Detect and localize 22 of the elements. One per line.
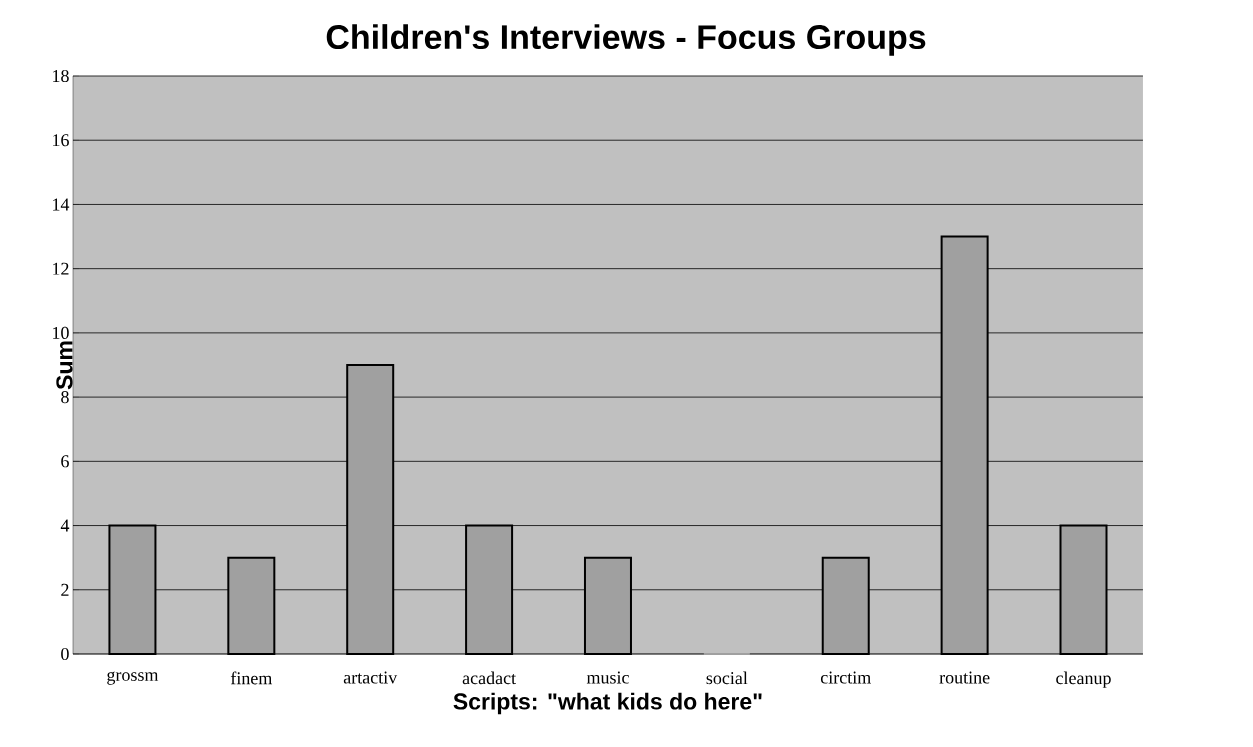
x-tick-label: social: [706, 671, 748, 685]
y-tick-label: 8: [61, 391, 69, 404]
x-tick-label: routine: [939, 671, 990, 684]
y-tick-label: 18: [53, 69, 69, 83]
x-axis-title: Scripts: "what kids do here": [453, 692, 762, 715]
x-tick-label: circtim: [820, 671, 871, 684]
y-tick-label: 16: [53, 134, 69, 147]
y-tick-label: 14: [53, 198, 70, 211]
x-tick-label: artactiv: [343, 671, 398, 684]
y-tick-label: 10: [53, 326, 69, 339]
chart-title: Children's Interviews - Focus Groups: [326, 24, 926, 56]
y-tick-label: 6: [61, 455, 69, 468]
x-tick-label: music: [586, 671, 629, 684]
y-tick-label: 2: [61, 583, 69, 596]
x-tick-label: grossm: [107, 671, 159, 685]
x-tick-label: finem: [230, 671, 273, 685]
x-tick-label: acadact: [462, 671, 516, 685]
y-tick-label: 0: [61, 647, 69, 661]
y-axis-title: Sum: [56, 341, 73, 390]
x-tick-label: cleanup: [1056, 671, 1111, 688]
y-tick-label: 12: [53, 262, 69, 275]
y-tick-label: 4: [60, 519, 70, 532]
